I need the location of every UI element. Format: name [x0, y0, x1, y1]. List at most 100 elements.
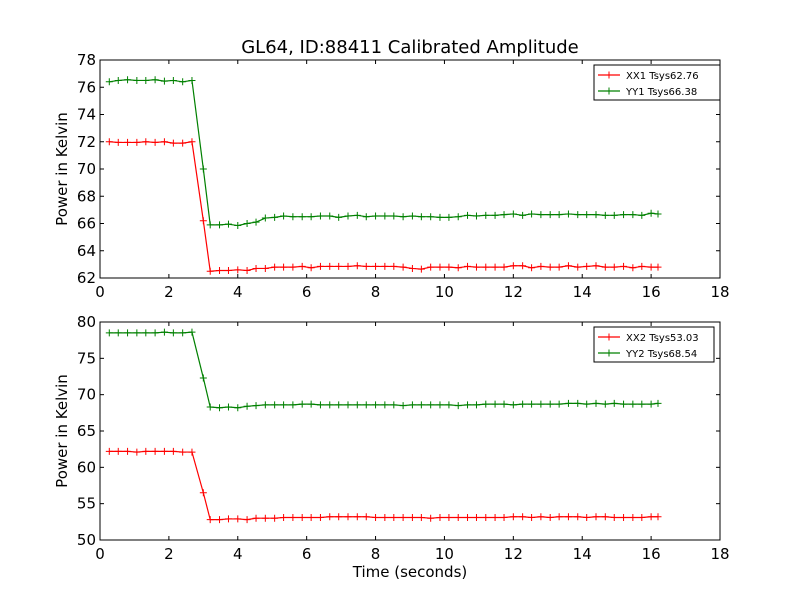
data-point-marker	[114, 76, 122, 84]
data-point-marker	[224, 515, 232, 523]
y-tick-label: 80	[77, 313, 96, 331]
data-point-marker	[243, 402, 251, 410]
data-point-marker	[472, 513, 480, 521]
y-axis-label: Power in Kelvin	[53, 112, 71, 226]
data-point-marker	[583, 262, 591, 270]
x-tick-label: 18	[710, 545, 729, 563]
data-point-marker	[188, 76, 196, 84]
data-point-marker	[537, 513, 545, 521]
x-tick-label: 6	[302, 545, 312, 563]
y-tick-label: 64	[77, 242, 96, 260]
data-point-marker	[243, 220, 251, 227]
data-point-marker	[335, 213, 343, 221]
data-point-marker	[362, 401, 370, 409]
data-point-marker	[519, 513, 527, 521]
data-point-marker	[381, 513, 389, 521]
data-point-marker	[436, 213, 444, 221]
legend-box	[593, 326, 715, 363]
data-point-marker	[372, 212, 380, 220]
data-point-marker	[500, 400, 508, 408]
legend-swatch-marker	[605, 333, 613, 341]
data-point-marker	[206, 221, 214, 229]
data-point-marker	[326, 401, 334, 409]
data-point-marker	[142, 138, 150, 146]
data-point-marker	[105, 78, 113, 86]
data-point-marker	[271, 401, 279, 409]
data-point-marker	[124, 447, 132, 455]
data-point-marker	[316, 262, 324, 270]
y-tick-label: 74	[77, 106, 96, 124]
data-point-marker	[160, 138, 168, 146]
data-point-marker	[417, 401, 425, 409]
data-point-marker	[234, 222, 242, 230]
data-point-marker	[353, 401, 361, 409]
data-point-marker	[464, 513, 472, 521]
data-point-marker	[353, 211, 361, 219]
data-point-marker	[464, 211, 472, 219]
data-point-marker	[555, 211, 563, 219]
data-point-marker	[105, 138, 113, 146]
data-point-marker	[574, 399, 582, 407]
data-point-marker	[445, 401, 453, 409]
data-point-marker	[445, 263, 453, 271]
data-point-marker	[206, 403, 214, 411]
legend-entry: XX1 Tsys62.76	[626, 71, 699, 82]
x-tick-label: 10	[435, 545, 454, 563]
data-point-marker	[601, 513, 609, 521]
legend-box	[593, 64, 721, 101]
data-point-marker	[519, 262, 527, 270]
data-point-marker	[638, 211, 646, 219]
data-point-marker	[491, 400, 499, 408]
data-point-marker	[142, 447, 150, 455]
data-point-marker	[390, 513, 398, 521]
x-tick-label: 16	[642, 545, 661, 563]
data-point-marker	[546, 400, 554, 408]
legend-entry: XX2 Tsys53.03	[626, 333, 699, 344]
data-point-marker	[399, 213, 407, 221]
data-point-marker	[592, 399, 600, 407]
data-point-marker	[289, 263, 297, 271]
data-point-marker	[399, 513, 407, 521]
data-point-marker	[399, 402, 407, 410]
data-point-marker	[610, 211, 618, 219]
legend-entry: YY2 Tsys68.54	[625, 349, 697, 360]
data-point-marker	[133, 138, 141, 146]
data-point-marker	[105, 329, 113, 337]
data-point-marker	[151, 447, 159, 455]
data-point-marker	[289, 513, 297, 521]
data-point-marker	[114, 138, 122, 146]
data-point-marker	[574, 211, 582, 219]
data-point-marker	[537, 400, 545, 408]
data-point-marker	[629, 400, 637, 408]
data-point-marker	[654, 263, 662, 271]
data-point-marker	[629, 264, 637, 272]
data-point-marker	[472, 401, 480, 409]
data-point-marker	[408, 513, 416, 521]
data-point-marker	[151, 329, 159, 337]
data-point-marker	[335, 513, 343, 521]
data-point-marker	[151, 138, 159, 146]
data-point-marker	[344, 401, 352, 409]
data-point-marker	[372, 401, 380, 409]
data-point-marker	[592, 211, 600, 219]
data-point-marker	[592, 262, 600, 270]
data-point-marker	[638, 400, 646, 408]
data-point-marker	[417, 265, 425, 273]
data-point-marker	[537, 211, 545, 219]
data-point-marker	[142, 76, 150, 84]
data-point-marker	[234, 266, 242, 274]
data-point-marker	[528, 400, 536, 408]
data-point-marker	[224, 220, 232, 228]
data-point-marker	[289, 213, 297, 221]
data-point-marker	[647, 263, 655, 271]
legend-swatch-marker	[605, 349, 613, 357]
data-point-marker	[206, 516, 214, 524]
data-point-marker	[454, 513, 462, 521]
data-point-marker	[638, 262, 646, 270]
data-point-marker	[261, 401, 269, 409]
data-point-marker	[188, 138, 196, 146]
data-point-marker	[454, 402, 462, 410]
data-point-marker	[500, 513, 508, 521]
data-point-marker	[298, 400, 306, 408]
data-point-marker	[381, 262, 389, 270]
